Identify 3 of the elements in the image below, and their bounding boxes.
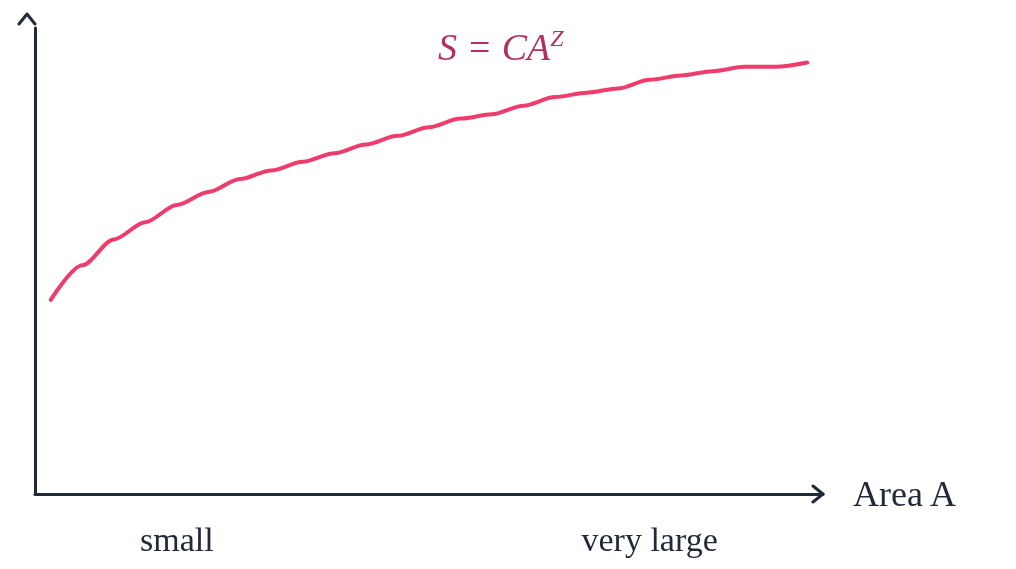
x-axis-title: Area A (853, 474, 956, 514)
x-tick-label: small (140, 520, 214, 558)
x-tick-label: very large (581, 520, 718, 558)
